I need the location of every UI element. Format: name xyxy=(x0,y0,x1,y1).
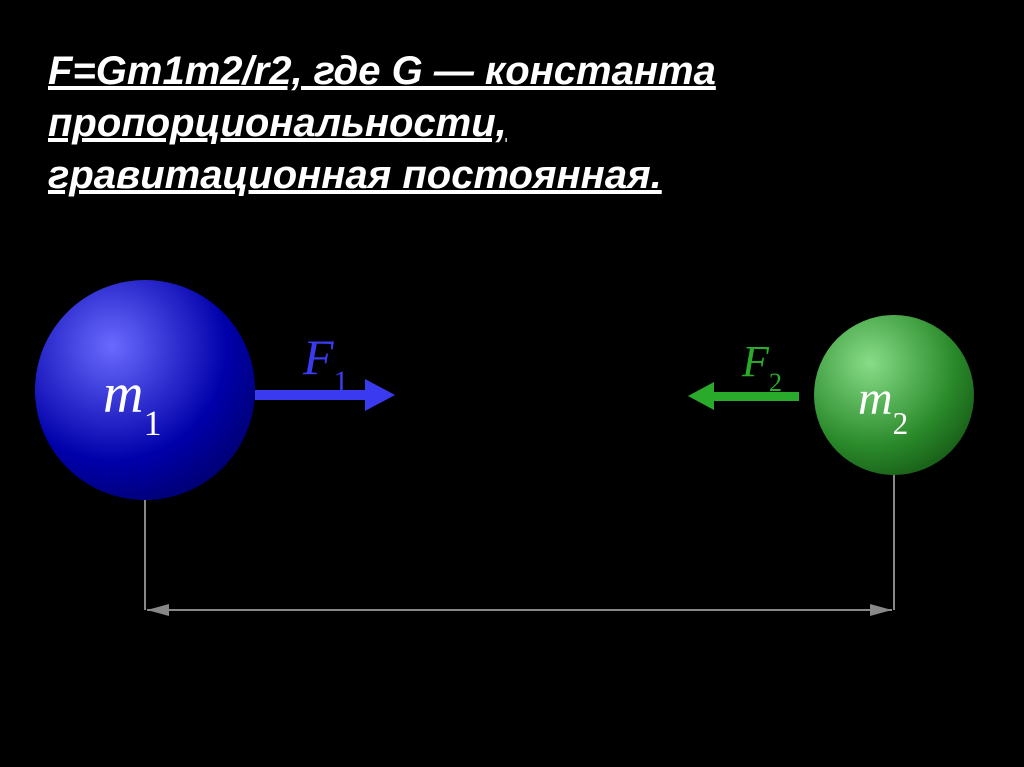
dimension-drop-1 xyxy=(144,500,146,610)
force-1-arrowhead xyxy=(365,379,395,411)
force-2-subscript: 2 xyxy=(769,367,782,397)
force-2-label: F2 xyxy=(742,336,782,393)
dimension-arrow-left-icon xyxy=(147,604,169,616)
mass-2-label: m2 xyxy=(858,371,908,433)
title-line-3: гравитационная постоянная. xyxy=(48,149,716,201)
mass-1-subscript: 1 xyxy=(143,403,161,443)
mass-2-subscript: 2 xyxy=(893,406,909,441)
mass-2-letter: m xyxy=(858,372,893,425)
force-1-letter: F xyxy=(303,329,334,385)
title-line-2: пропорциональности, xyxy=(48,97,716,149)
force-1-subscript: 1 xyxy=(334,365,349,398)
force-2-arrowhead xyxy=(688,382,714,410)
force-1-label: F1 xyxy=(303,328,349,393)
dimension-drop-2 xyxy=(893,475,895,610)
mass-1-letter: m xyxy=(103,363,143,425)
mass-1-label: m1 xyxy=(103,362,162,433)
formula-title: F=Gm1m2/r2, где G — константа пропорцион… xyxy=(48,45,716,201)
dimension-horizontal xyxy=(147,609,892,611)
dimension-arrow-right-icon xyxy=(870,604,892,616)
force-2-letter: F xyxy=(742,337,769,386)
force-2-shaft xyxy=(714,392,799,401)
title-line-1: F=Gm1m2/r2, где G — константа xyxy=(48,45,716,97)
gravity-diagram: m1 F1 F2 m2 xyxy=(0,260,1024,760)
